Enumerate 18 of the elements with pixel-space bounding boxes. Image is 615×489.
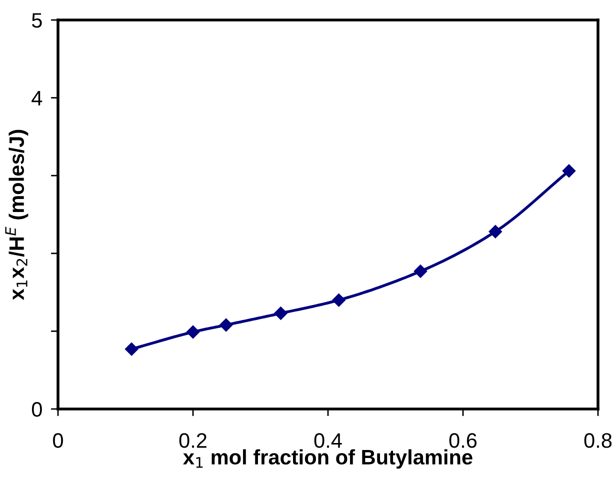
x-tick-label: 0.8 (584, 433, 612, 448)
point (332, 293, 346, 307)
x-tick-label: 0.2 (179, 433, 206, 448)
y-tick-label: 4 (32, 91, 42, 106)
point (414, 264, 428, 278)
point (124, 342, 138, 356)
point (219, 318, 233, 332)
point (274, 306, 288, 320)
point (488, 225, 502, 238)
x-tick-label: 0.4 (314, 433, 342, 448)
x-tick-label: 0 (53, 433, 63, 448)
y-tick-label: 0 (32, 402, 42, 417)
y-tick-label: 5 (32, 13, 42, 28)
point (186, 325, 200, 339)
x-tick-label: 0.6 (449, 433, 477, 448)
point (562, 164, 576, 178)
x-axis-title: x$_{1}$ mol fraction of Butylamine (183, 449, 472, 469)
y-axis-title: x$_{1}$x$_{2}$/H$^{E}$ (moles/J) (5, 130, 28, 300)
